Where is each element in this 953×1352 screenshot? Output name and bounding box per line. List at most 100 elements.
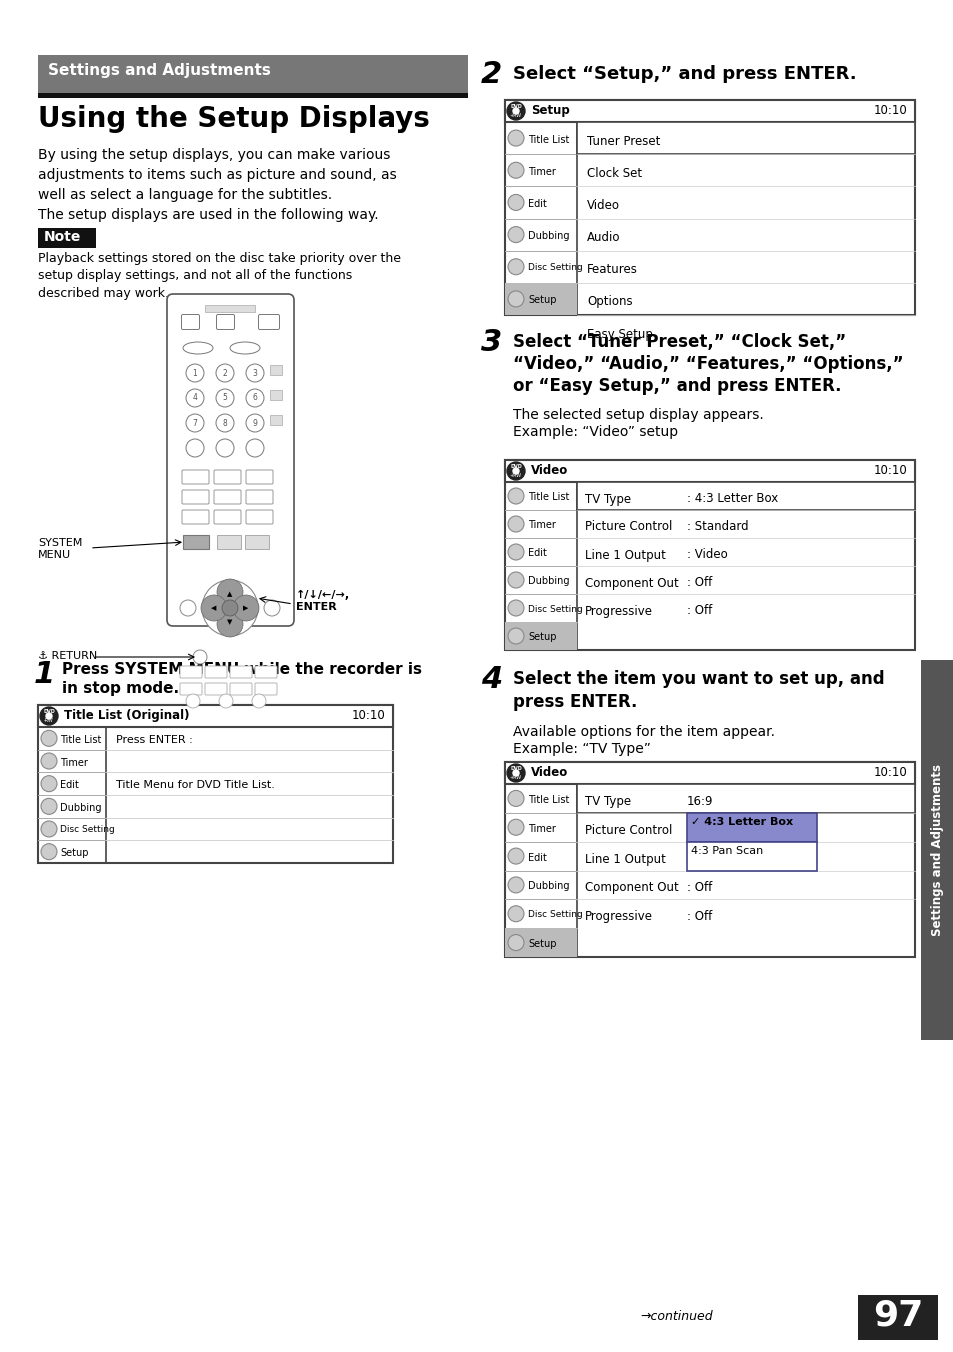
Text: 1: 1: [193, 369, 197, 377]
Text: Picture Control: Picture Control: [584, 521, 672, 534]
Text: Note: Note: [44, 230, 81, 243]
Text: 5: 5: [222, 393, 227, 403]
Text: Press ENTER :: Press ENTER :: [116, 735, 193, 745]
Bar: [270, 365, 282, 375]
Bar: [686, 813, 816, 842]
Bar: [504, 763, 914, 784]
FancyBboxPatch shape: [254, 667, 276, 677]
Circle shape: [506, 101, 524, 120]
Text: 4: 4: [193, 393, 197, 403]
Bar: [38, 55, 468, 93]
FancyBboxPatch shape: [180, 667, 202, 677]
Text: Picture Control: Picture Control: [584, 823, 672, 837]
Text: Progressive: Progressive: [584, 604, 652, 618]
Circle shape: [507, 258, 523, 274]
Text: Tuner Preset: Tuner Preset: [586, 135, 659, 147]
Text: 8: 8: [222, 419, 227, 427]
Circle shape: [507, 600, 523, 617]
FancyBboxPatch shape: [246, 489, 273, 504]
Text: Dubbing: Dubbing: [60, 803, 101, 813]
Text: 2: 2: [480, 59, 501, 89]
Circle shape: [215, 414, 233, 433]
FancyBboxPatch shape: [213, 489, 241, 504]
Text: Timer: Timer: [527, 166, 556, 177]
Text: : Video: : Video: [686, 549, 727, 561]
Text: DVD: DVD: [43, 708, 55, 714]
Text: ▶: ▶: [243, 604, 249, 611]
Text: Setup: Setup: [527, 633, 556, 642]
Bar: [504, 460, 914, 483]
Text: ↑/↓/←/→,
ENTER: ↑/↓/←/→, ENTER: [295, 589, 350, 612]
Circle shape: [506, 462, 524, 480]
Circle shape: [40, 707, 58, 725]
FancyBboxPatch shape: [216, 315, 234, 330]
Text: DVD: DVD: [510, 464, 521, 469]
Text: ◀: ◀: [212, 604, 216, 611]
Text: ⚓ RETURN: ⚓ RETURN: [38, 652, 97, 661]
Circle shape: [186, 694, 200, 708]
Text: Line 1 Output: Line 1 Output: [584, 549, 665, 561]
Text: 3: 3: [253, 369, 257, 377]
Circle shape: [246, 414, 264, 433]
Text: 1: 1: [34, 660, 55, 690]
Bar: [270, 415, 282, 425]
Circle shape: [507, 544, 523, 560]
Text: Playback settings stored on the disc take priority over the
setup display settin: Playback settings stored on the disc tak…: [38, 251, 400, 300]
Text: 9: 9: [253, 419, 257, 427]
Circle shape: [507, 906, 523, 922]
Text: SYSTEM
MENU: SYSTEM MENU: [38, 538, 82, 560]
FancyBboxPatch shape: [230, 667, 252, 677]
Text: Timer: Timer: [527, 521, 556, 530]
FancyBboxPatch shape: [167, 293, 294, 626]
Circle shape: [41, 844, 57, 860]
Bar: [38, 704, 393, 727]
Text: 6: 6: [253, 393, 257, 403]
Text: Press SYSTEM MENU while the recorder is
in stop mode.: Press SYSTEM MENU while the recorder is …: [62, 662, 421, 696]
Circle shape: [507, 848, 523, 864]
Text: Title List: Title List: [527, 795, 569, 804]
Circle shape: [201, 595, 227, 621]
Text: Audio: Audio: [586, 231, 619, 245]
Bar: [504, 460, 914, 650]
Circle shape: [180, 600, 195, 617]
Circle shape: [507, 516, 523, 531]
Text: Edit: Edit: [527, 199, 546, 210]
Circle shape: [264, 600, 280, 617]
Text: Features: Features: [586, 264, 638, 276]
Circle shape: [507, 819, 523, 836]
Text: By using the setup displays, you can make various
adjustments to items such as p: By using the setup displays, you can mak…: [38, 147, 396, 222]
Circle shape: [246, 439, 264, 457]
Text: Example: “Video” setup: Example: “Video” setup: [513, 425, 678, 439]
Bar: [216, 535, 241, 549]
Bar: [38, 228, 96, 247]
Text: Title List: Title List: [60, 735, 101, 745]
Text: Select “Tuner Preset,” “Clock Set,”
“Video,” “Audio,” “Features,” “Options,”
or : Select “Tuner Preset,” “Clock Set,” “Vid…: [513, 333, 902, 395]
Text: Video: Video: [531, 767, 568, 779]
Circle shape: [193, 650, 207, 664]
Circle shape: [41, 753, 57, 769]
Text: +RW: +RW: [510, 473, 521, 479]
Circle shape: [507, 195, 523, 211]
Text: 10:10: 10:10: [351, 708, 385, 722]
Circle shape: [507, 934, 523, 950]
Circle shape: [513, 108, 518, 114]
Circle shape: [507, 227, 523, 242]
Text: Title List: Title List: [527, 492, 569, 503]
Circle shape: [513, 468, 518, 475]
Text: : Off: : Off: [686, 604, 712, 618]
Text: Select the item you want to set up, and
press ENTER.: Select the item you want to set up, and …: [513, 671, 883, 711]
Text: ▲: ▲: [227, 591, 233, 598]
Text: Example: “TV Type”: Example: “TV Type”: [513, 742, 650, 756]
FancyBboxPatch shape: [205, 683, 227, 695]
Text: Video: Video: [531, 464, 568, 477]
Text: Easy Setup: Easy Setup: [586, 327, 652, 341]
Text: 4: 4: [480, 665, 501, 694]
Text: Select “Setup,” and press ENTER.: Select “Setup,” and press ENTER.: [513, 65, 856, 82]
Circle shape: [246, 364, 264, 383]
Bar: [504, 929, 577, 957]
Text: ▼: ▼: [227, 619, 233, 625]
Text: : Off: : Off: [686, 882, 712, 895]
Text: : Off: : Off: [686, 910, 712, 923]
Bar: [504, 622, 577, 650]
Text: 97: 97: [872, 1298, 923, 1332]
